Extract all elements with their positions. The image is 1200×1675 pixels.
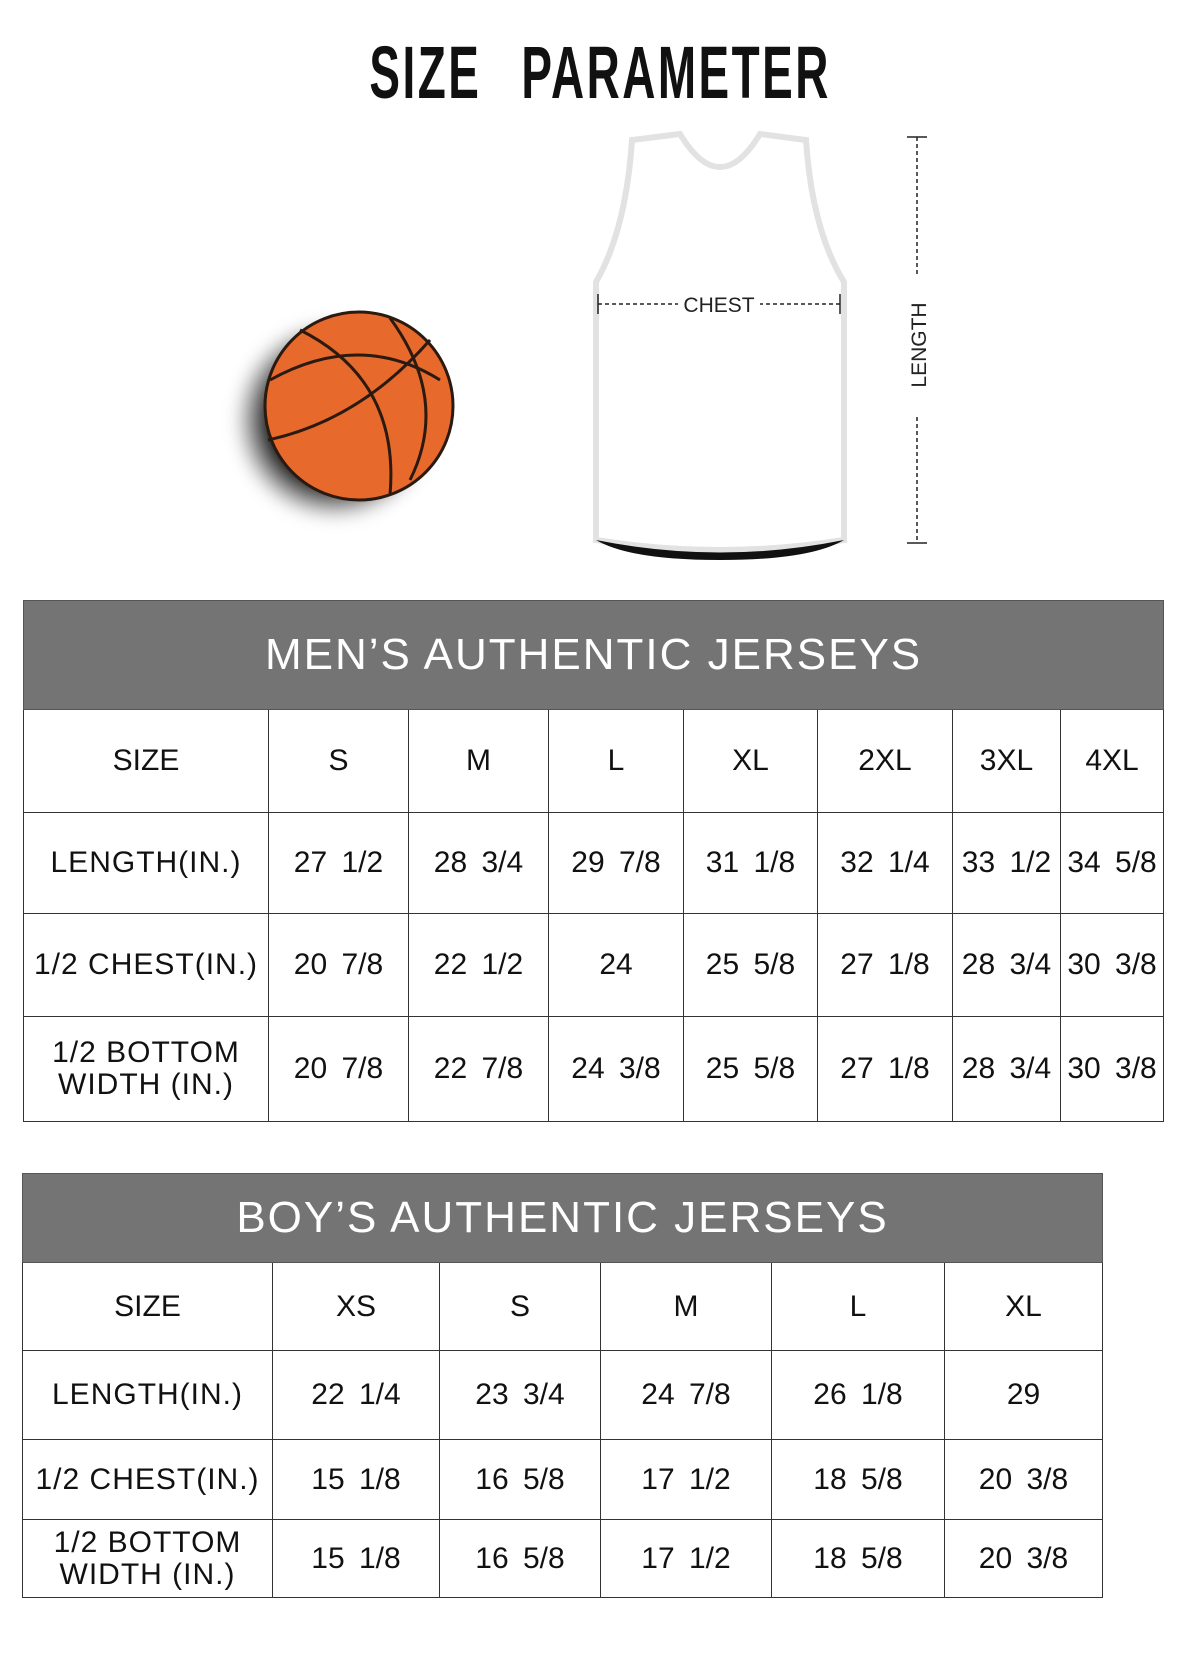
- table-row: 1/2 BOTTOM WIDTH (IN.) 15 1/8 16 5/8 17 …: [22, 1519, 1104, 1598]
- table-cell: 18 5/8: [771, 1439, 945, 1520]
- column-header: L: [771, 1262, 945, 1351]
- table-cell: 17 1/2: [600, 1519, 772, 1598]
- table-cell: 29 7/8: [548, 812, 684, 914]
- column-header: XS: [272, 1262, 440, 1351]
- table-cell: 24 7/8: [600, 1350, 772, 1440]
- table-cell: 32 1/4: [817, 812, 953, 914]
- table-cell: 28 3/4: [408, 812, 549, 914]
- table-cell: 22 1/4: [272, 1350, 440, 1440]
- boys-size-table: BOY’S AUTHENTIC JERSEYS SIZE XS S M L XL…: [21, 1173, 1104, 1598]
- column-header: S: [439, 1262, 601, 1351]
- column-header: M: [408, 709, 549, 813]
- table-cell: 17 1/2: [600, 1439, 772, 1520]
- table-cell: 34 5/8: [1059, 812, 1165, 914]
- column-header: 3XL: [952, 709, 1061, 813]
- row-label: LENGTH(IN.): [23, 812, 269, 914]
- boys-table-heading: BOY’S AUTHENTIC JERSEYS: [21, 1173, 1104, 1263]
- column-header: 4XL: [1059, 709, 1165, 813]
- row-label: LENGTH(IN.): [22, 1350, 273, 1440]
- table-cell: 29: [943, 1350, 1104, 1440]
- table-cell: 25 5/8: [683, 913, 818, 1017]
- row-label: 1/2 BOTTOM WIDTH (IN.): [22, 1519, 273, 1598]
- table-cell: 20 3/8: [943, 1519, 1104, 1598]
- column-header: S: [268, 709, 409, 813]
- table-cell: 31 1/8: [683, 812, 818, 914]
- column-header: XL: [943, 1262, 1104, 1351]
- table-cell: 15 1/8: [272, 1519, 440, 1598]
- table-cell: 26 1/8: [771, 1350, 945, 1440]
- table-cell: 24: [548, 913, 684, 1017]
- table-row: 1/2 CHEST(IN.) 20 7/8 22 1/2 24 25 5/8 2…: [23, 913, 1165, 1017]
- chest-label: CHEST: [683, 294, 754, 317]
- table-cell: 28 3/4: [952, 913, 1061, 1017]
- table-cell: 23 3/4: [439, 1350, 601, 1440]
- page-title: SIZE PARAMETER: [369, 31, 831, 114]
- length-label: LENGTH: [908, 302, 931, 387]
- jersey-diagram: CHEST LENGTH: [235, 130, 931, 560]
- table-cell: 20 7/8: [268, 913, 409, 1017]
- table-cell: 24 3/8: [548, 1016, 684, 1122]
- table-cell: 30 3/8: [1059, 1016, 1165, 1122]
- basketball-icon: [235, 310, 455, 520]
- row-label: 1/2 BOTTOM WIDTH (IN.): [23, 1016, 269, 1122]
- table-row: 1/2 BOTTOM WIDTH (IN.) 20 7/8 22 7/8 24 …: [23, 1016, 1165, 1122]
- table-cell: 22 7/8: [408, 1016, 549, 1122]
- table-cell: 27 1/2: [268, 812, 409, 914]
- table-cell: 28 3/4: [952, 1016, 1061, 1122]
- column-header: M: [600, 1262, 772, 1351]
- table-row: SIZE XS S M L XL: [22, 1262, 1104, 1351]
- table-cell: 30 3/8: [1059, 913, 1165, 1017]
- table-cell: 18 5/8: [771, 1519, 945, 1598]
- column-header: L: [548, 709, 684, 813]
- table-row: SIZE S M L XL 2XL 3XL 4XL: [23, 709, 1165, 813]
- table-cell: 16 5/8: [439, 1519, 601, 1598]
- table-cell: 16 5/8: [439, 1439, 601, 1520]
- table-cell: 33 1/2: [952, 812, 1061, 914]
- table-cell: 25 5/8: [683, 1016, 818, 1122]
- column-header: SIZE: [23, 709, 269, 813]
- table-row: LENGTH(IN.) 22 1/4 23 3/4 24 7/8 26 1/8 …: [22, 1350, 1104, 1440]
- column-header: SIZE: [22, 1262, 273, 1351]
- table-cell: 22 1/2: [408, 913, 549, 1017]
- table-row: LENGTH(IN.) 27 1/2 28 3/4 29 7/8 31 1/8 …: [23, 812, 1165, 914]
- table-cell: 27 1/8: [817, 1016, 953, 1122]
- mens-table-heading: MEN’S AUTHENTIC JERSEYS: [22, 600, 1165, 710]
- row-label: 1/2 CHEST(IN.): [23, 913, 269, 1017]
- table-cell: 15 1/8: [272, 1439, 440, 1520]
- table-cell: 20 3/8: [943, 1439, 1104, 1520]
- jersey-icon: [593, 130, 847, 560]
- table-row: 1/2 CHEST(IN.) 15 1/8 16 5/8 17 1/2 18 5…: [22, 1439, 1104, 1520]
- column-header: 2XL: [817, 709, 953, 813]
- table-cell: 20 7/8: [268, 1016, 409, 1122]
- column-header: XL: [683, 709, 818, 813]
- row-label: 1/2 CHEST(IN.): [22, 1439, 273, 1520]
- table-cell: 27 1/8: [817, 913, 953, 1017]
- mens-size-table: MEN’S AUTHENTIC JERSEYS SIZE S M L XL 2X…: [22, 600, 1165, 1122]
